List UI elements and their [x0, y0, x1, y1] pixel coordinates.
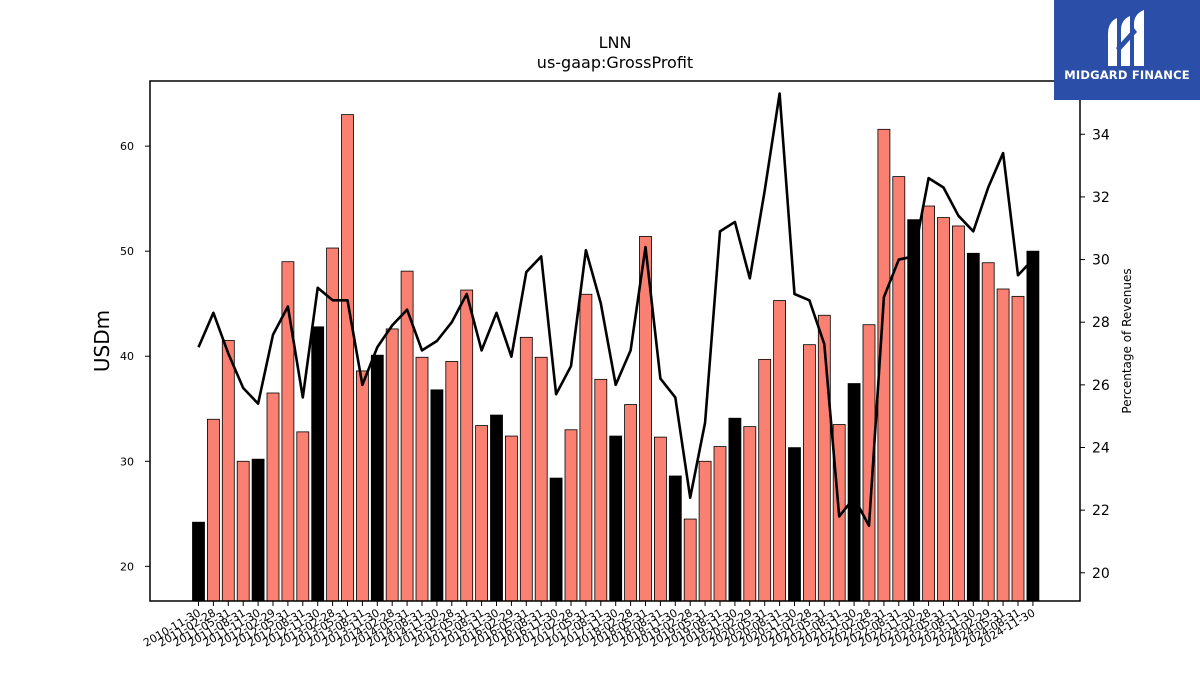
y2-tick-label: 28	[1092, 315, 1110, 331]
bar-quarter	[952, 225, 965, 602]
bar-annual	[251, 458, 265, 602]
percentage-line	[197, 92, 1034, 528]
bar-annual	[370, 354, 384, 602]
bar-quarter	[937, 217, 950, 602]
bar-quarter	[475, 425, 489, 602]
bar-quarter	[564, 429, 578, 602]
bar-quarter	[534, 356, 548, 602]
bar-quarter	[236, 460, 250, 602]
y2-tick-label: 24	[1092, 441, 1110, 457]
y-tick-label: 60	[120, 140, 134, 153]
bar-annual	[788, 447, 801, 602]
y2-tick-label: 34	[1092, 127, 1110, 143]
bar-annual	[728, 417, 742, 602]
chart-subtitle: us-gaap:GrossProfit	[537, 53, 693, 72]
y2-tick-label: 22	[1092, 503, 1110, 519]
bar-quarter	[758, 358, 772, 602]
bar-quarter	[773, 300, 786, 602]
bar-quarter	[698, 460, 712, 602]
right-axis: 20 22 24 26 28 30 32 34	[1080, 127, 1110, 582]
bar-quarter	[504, 435, 518, 602]
y-axis-label: USDm	[90, 310, 114, 372]
y2-tick-label: 20	[1092, 566, 1110, 582]
bars-layer	[192, 114, 1040, 602]
bar-quarter	[683, 518, 697, 602]
bar-quarter	[355, 370, 369, 602]
bar-quarter	[1011, 295, 1025, 602]
left-axis: 20 30 40 50 60	[120, 140, 150, 573]
bar-annual	[311, 326, 325, 602]
bar-annual	[907, 219, 921, 602]
brand-name: MIDGARD FINANCE	[1064, 68, 1190, 82]
y-tick-label: 30	[120, 455, 134, 468]
bar-quarter	[996, 288, 1010, 602]
bar-quarter	[206, 418, 220, 602]
y-tick-label: 50	[120, 245, 134, 258]
bar-quarter	[743, 426, 757, 602]
bar-quarter	[803, 344, 816, 602]
plot-frame	[149, 80, 1081, 602]
y2-tick-label: 32	[1092, 190, 1110, 206]
x-axis: 2010-11-302011-02-282011-05-312011-08-31…	[141, 601, 1037, 650]
y2-tick-label: 26	[1092, 378, 1110, 394]
bar-quarter	[594, 378, 608, 602]
bar-quarter	[519, 336, 533, 602]
midgard-m-logo-icon	[1108, 10, 1144, 66]
bar-quarter	[654, 436, 667, 602]
bar-annual	[847, 383, 861, 602]
y-tick-label: 20	[120, 560, 134, 573]
bar-quarter	[624, 404, 637, 602]
bar-annual	[490, 414, 503, 602]
brand-logo: MIDGARD FINANCE	[1054, 0, 1200, 100]
bar-quarter	[579, 293, 593, 602]
chart-title: LNN	[599, 33, 632, 52]
bar-quarter	[922, 205, 935, 602]
line-layer	[197, 92, 1034, 528]
y-tick-label: 40	[120, 350, 134, 363]
bar-annual	[430, 389, 444, 602]
bar-quarter	[296, 431, 310, 602]
bar-annual	[609, 435, 623, 602]
bar-annual	[192, 521, 205, 602]
bar-annual	[549, 477, 563, 602]
bar-quarter	[341, 114, 354, 602]
bar-annual	[966, 252, 980, 602]
y2-axis-label: Percentage of Revenues	[1120, 268, 1134, 413]
bar-quarter	[385, 328, 399, 602]
bar-quarter	[713, 446, 727, 602]
bar-quarter	[221, 340, 235, 602]
y2-tick-label: 30	[1092, 253, 1110, 269]
bar-quarter	[981, 262, 995, 602]
bar-quarter	[266, 392, 280, 602]
bar-quarter	[445, 361, 459, 602]
bar-annual	[668, 475, 682, 602]
bar-annual	[1026, 250, 1040, 602]
bar-quarter	[892, 176, 906, 602]
bar-quarter	[415, 356, 429, 602]
bar-quarter	[460, 289, 474, 602]
